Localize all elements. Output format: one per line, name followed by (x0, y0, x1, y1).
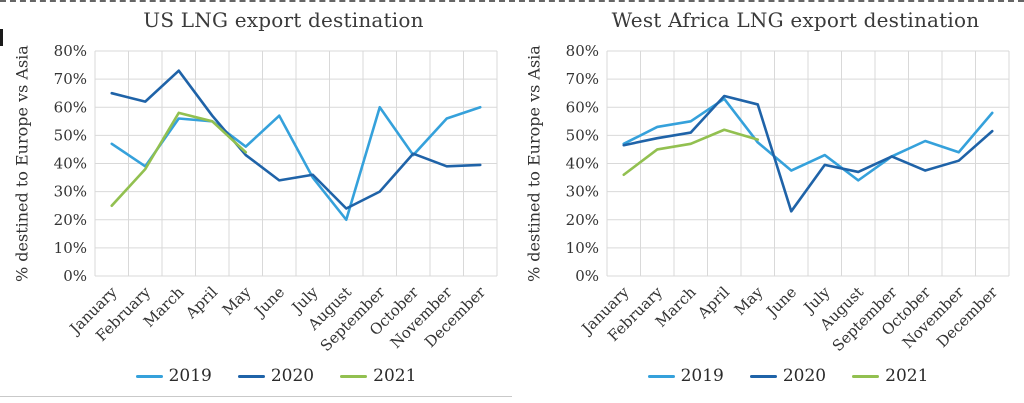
x-tick-label: June (762, 283, 800, 321)
y-tick-label: 60% (54, 98, 87, 116)
y-tick-label: 50% (54, 126, 87, 144)
selection-edge-mark (0, 29, 3, 46)
y-tick-label: 70% (54, 70, 87, 88)
us-lng-chart: US LNG export destination % destined to … (13, 8, 498, 386)
us-plot-area: 0%10%20%30%40%50%60%70%80%JanuaryFebruar… (54, 42, 498, 355)
series-2021-line (622, 128, 760, 177)
y-tick-label: 40% (54, 155, 87, 173)
y-tick-label: 0% (575, 267, 599, 285)
chart-title-west-africa: West Africa LNG export destination (611, 8, 980, 32)
y-tick-label: 30% (54, 183, 87, 201)
x-tick-label: June (250, 283, 288, 321)
series-2020-line (110, 69, 482, 210)
legend-us: 2019 2020 2021 (75, 366, 477, 386)
legend-label-2020: 2020 (782, 366, 827, 386)
legend-label-2021: 2021 (373, 366, 417, 386)
x-tick-label: May (219, 283, 255, 319)
legend-item-2021: 2021 (340, 366, 416, 386)
y-tick-label: 30% (566, 183, 599, 201)
legend-label-2020: 2020 (270, 366, 315, 386)
y-tick-label: 0% (63, 267, 87, 285)
west-africa-lng-chart: West Africa LNG export destination % des… (512, 0, 1024, 403)
y-tick-label: 20% (566, 211, 599, 229)
legend-item-2019: 2019 (647, 366, 724, 386)
y-tick-label: 80% (54, 42, 87, 60)
legend-label-2021: 2021 (885, 366, 929, 386)
y-tick-label: 20% (54, 211, 87, 229)
y-tick-label: 80% (566, 42, 599, 60)
selection-border-top (0, 0, 1024, 2)
series-2019-line (110, 105, 482, 222)
y-tick-label: 60% (566, 98, 599, 116)
y-tick-label: 70% (566, 70, 599, 88)
west-africa-plot-area: 0%10%20%30%40%50%60%70%80%JanuaryFebruar… (566, 42, 1010, 355)
legend-west-africa: 2019 2020 2021 (587, 366, 989, 386)
y-tick-label: 40% (566, 155, 599, 173)
legend-item-2019: 2019 (135, 366, 212, 386)
x-tick-label: April (181, 283, 221, 323)
legend-label-2019: 2019 (680, 366, 724, 386)
series-2021-line (110, 111, 248, 207)
legend-item-2021: 2021 (852, 366, 928, 386)
chart-object-bottom-border (0, 396, 512, 397)
legend-label-2019: 2019 (168, 366, 212, 386)
legend-swatch-2020 (237, 374, 265, 378)
legend-swatch-2019 (135, 374, 163, 378)
series-2020-line (622, 94, 994, 213)
y-tick-label: 10% (566, 239, 599, 257)
y-tick-label: 10% (54, 239, 87, 257)
x-tick-label: April (693, 283, 733, 323)
y-tick-label: 50% (566, 126, 599, 144)
legend-item-2020: 2020 (237, 366, 315, 386)
chart-title-us: US LNG export destination (143, 8, 424, 32)
legend-swatch-2019 (647, 374, 675, 378)
legend-swatch-2021 (340, 374, 368, 378)
legend-item-2020: 2020 (749, 366, 827, 386)
legend-swatch-2021 (852, 374, 880, 378)
legend-swatch-2020 (749, 374, 777, 378)
x-tick-label: May (731, 283, 767, 319)
series-2019-line (622, 97, 994, 182)
